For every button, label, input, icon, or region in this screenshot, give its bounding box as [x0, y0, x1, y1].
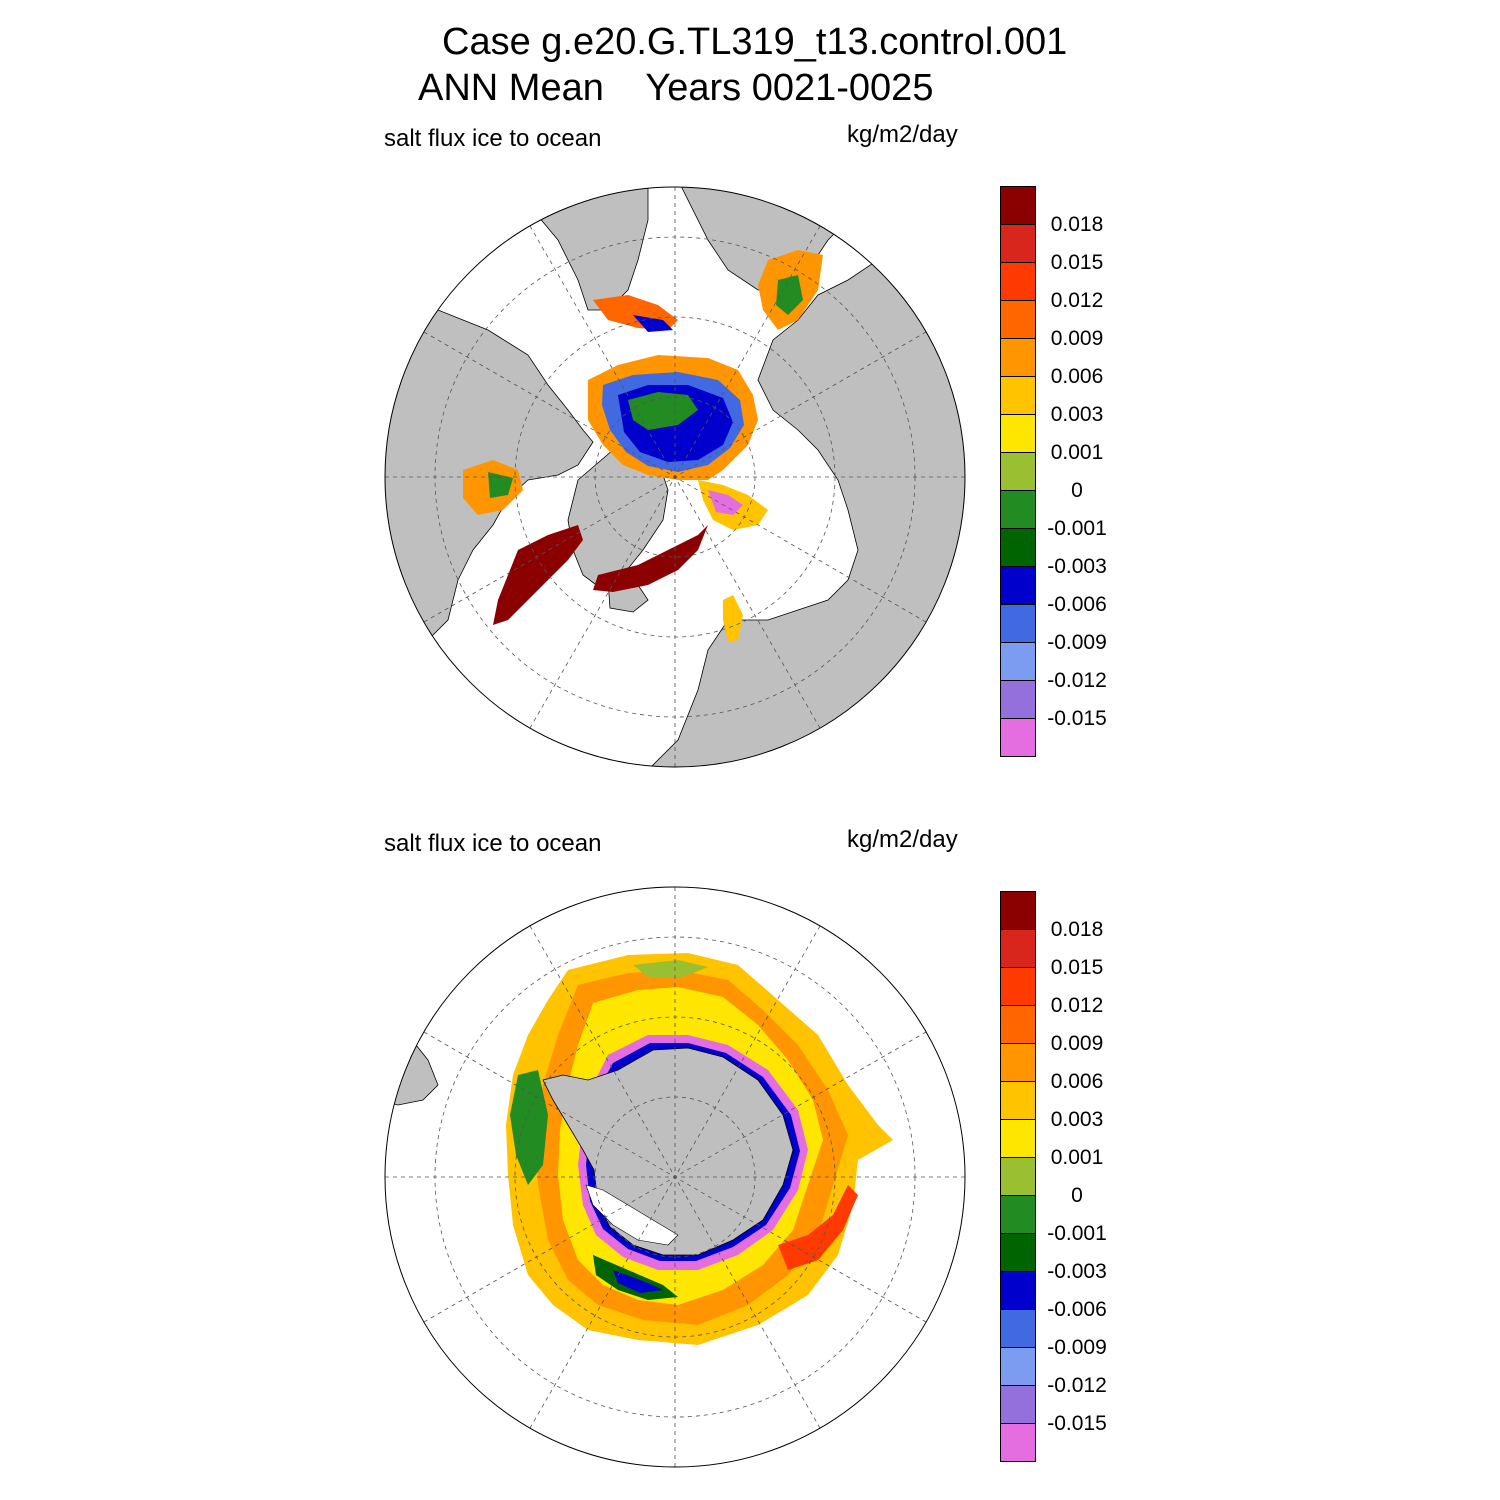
- south-cb-label: 0.009: [1050, 1032, 1104, 1055]
- north-colorbar-bin: [1000, 681, 1036, 719]
- south-cb-label: 0: [1071, 1184, 1083, 1207]
- north-colorbar: [1000, 186, 1036, 757]
- south-graticule: [385, 887, 965, 1467]
- south-cb-label: -0.015: [1047, 1412, 1107, 1435]
- south-colorbar-bin: [1000, 1120, 1036, 1158]
- south-colorbar-bin: [1000, 930, 1036, 968]
- north-polar-map: [384, 186, 966, 768]
- north-cb-label: 0.003: [1050, 403, 1104, 426]
- north-cb-label: -0.015: [1047, 707, 1107, 730]
- north-colorbar-bin: [1000, 605, 1036, 643]
- ross-ice-shelf: [585, 1184, 679, 1246]
- south-cb-label: 0.006: [1050, 1070, 1104, 1093]
- north-cb-label: 0.018: [1050, 213, 1104, 236]
- south-cb-label: -0.001: [1047, 1222, 1107, 1245]
- north-flux-field: [463, 250, 823, 642]
- north-cb-label: 0: [1071, 479, 1083, 502]
- north-colorbar-bin: [1000, 339, 1036, 377]
- south-cb-label: -0.009: [1047, 1336, 1107, 1359]
- north-colorbar-bin: [1000, 301, 1036, 339]
- figure-title-period: ANN Mean Years 0021-0025: [418, 67, 934, 109]
- south-cb-label: -0.006: [1047, 1298, 1107, 1321]
- south-colorbar-bin: [1000, 1424, 1036, 1462]
- south-colorbar-bin: [1000, 1272, 1036, 1310]
- north-colorbar-bin: [1000, 263, 1036, 301]
- north-cb-label: 0.001: [1050, 441, 1104, 464]
- south-cb-label: -0.012: [1047, 1374, 1107, 1397]
- north-colorbar-bin: [1000, 186, 1036, 225]
- north-colorbar-bin: [1000, 529, 1036, 567]
- north-cb-label: -0.001: [1047, 517, 1107, 540]
- north-colorbar-bin: [1000, 567, 1036, 605]
- north-cb-label: -0.006: [1047, 593, 1107, 616]
- south-colorbar-bin: [1000, 1044, 1036, 1082]
- south-polar-map: [384, 886, 966, 1468]
- south-map-boundary: [384, 886, 966, 1468]
- south-colorbar-bin: [1000, 1006, 1036, 1044]
- figure-title-case: Case g.e20.G.TL319_t13.control.001: [442, 21, 1068, 63]
- south-colorbar-bin: [1000, 1082, 1036, 1120]
- south-cb-label: 0.012: [1050, 994, 1104, 1017]
- north-colorbar-bin: [1000, 415, 1036, 453]
- north-cb-label: 0.015: [1050, 251, 1104, 274]
- north-colorbar-bin: [1000, 453, 1036, 491]
- south-colorbar-bin: [1000, 968, 1036, 1006]
- south-colorbar-bin: [1000, 1348, 1036, 1386]
- north-cb-label: 0.009: [1050, 327, 1104, 350]
- north-colorbar-bin: [1000, 491, 1036, 529]
- north-colorbar-bin: [1000, 377, 1036, 415]
- south-colorbar-bin: [1000, 1310, 1036, 1348]
- south-panel-units: kg/m2/day: [847, 826, 958, 853]
- north-colorbar-bin: [1000, 719, 1036, 757]
- north-cb-label: 0.012: [1050, 289, 1104, 312]
- south-cb-label: 0.018: [1050, 918, 1104, 941]
- north-colorbar-bin: [1000, 225, 1036, 263]
- south-colorbar-bin: [1000, 1196, 1036, 1234]
- north-graticule: [385, 187, 965, 767]
- south-cb-label: -0.003: [1047, 1260, 1107, 1283]
- north-cb-label: 0.006: [1050, 365, 1104, 388]
- north-colorbar-bin: [1000, 643, 1036, 681]
- north-panel-units: kg/m2/day: [847, 121, 958, 148]
- south-colorbar-bin: [1000, 1158, 1036, 1196]
- south-panel-label: salt flux ice to ocean: [384, 830, 602, 857]
- south-colorbar-bin: [1000, 1386, 1036, 1424]
- north-cb-label: -0.012: [1047, 669, 1107, 692]
- south-colorbar: [1000, 891, 1036, 1462]
- north-panel-label: salt flux ice to ocean: [384, 125, 602, 152]
- south-cb-label: 0.001: [1050, 1146, 1104, 1169]
- north-cb-label: -0.009: [1047, 631, 1107, 654]
- south-colorbar-bin: [1000, 891, 1036, 930]
- south-colorbar-bin: [1000, 1234, 1036, 1272]
- north-map-boundary: [384, 186, 966, 768]
- south-cb-label: 0.015: [1050, 956, 1104, 979]
- north-cb-label: -0.003: [1047, 555, 1107, 578]
- south-cb-label: 0.003: [1050, 1108, 1104, 1131]
